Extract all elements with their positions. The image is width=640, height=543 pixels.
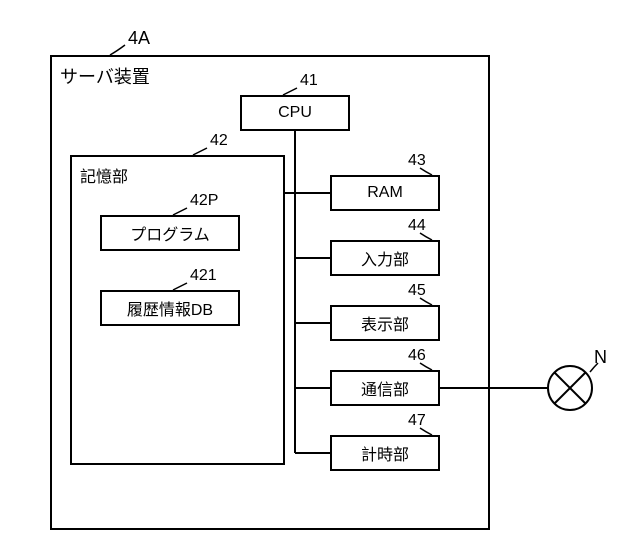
history-db-block: 履歴情報DB [100,290,240,326]
program-ref: 42P [190,192,218,210]
server-device-title: サーバ装置 [60,63,150,89]
ram-label: RAM [367,184,403,202]
display-block: 表示部 [330,305,440,341]
comm-block: 通信部 [330,370,440,406]
display-ref: 45 [408,282,426,300]
ram-ref: 43 [408,152,426,170]
cpu-ref: 41 [300,72,318,90]
memory-ref: 42 [210,132,228,150]
program-block: プログラム [100,215,240,251]
comm-label: 通信部 [361,376,409,400]
clock-block: 計時部 [330,435,440,471]
memory-title: 記憶部 [80,163,128,187]
history-db-ref: 421 [190,267,217,285]
input-ref: 44 [408,217,426,235]
clock-label: 計時部 [361,441,409,465]
server-device-ref: 4A [128,28,150,49]
diagram-canvas: サーバ装置 4A CPU 41 記憶部 42 プログラム 42P 履歴情報DB … [0,0,640,543]
comm-ref: 46 [408,347,426,365]
history-db-label: 履歴情報DB [127,296,213,320]
ram-block: RAM [330,175,440,211]
input-label: 入力部 [361,246,409,270]
cpu-label: CPU [278,104,312,122]
clock-ref: 47 [408,412,426,430]
network-ref: N [594,347,607,368]
cpu-block: CPU [240,95,350,131]
program-label: プログラム [130,221,210,245]
display-label: 表示部 [361,311,409,335]
input-block: 入力部 [330,240,440,276]
